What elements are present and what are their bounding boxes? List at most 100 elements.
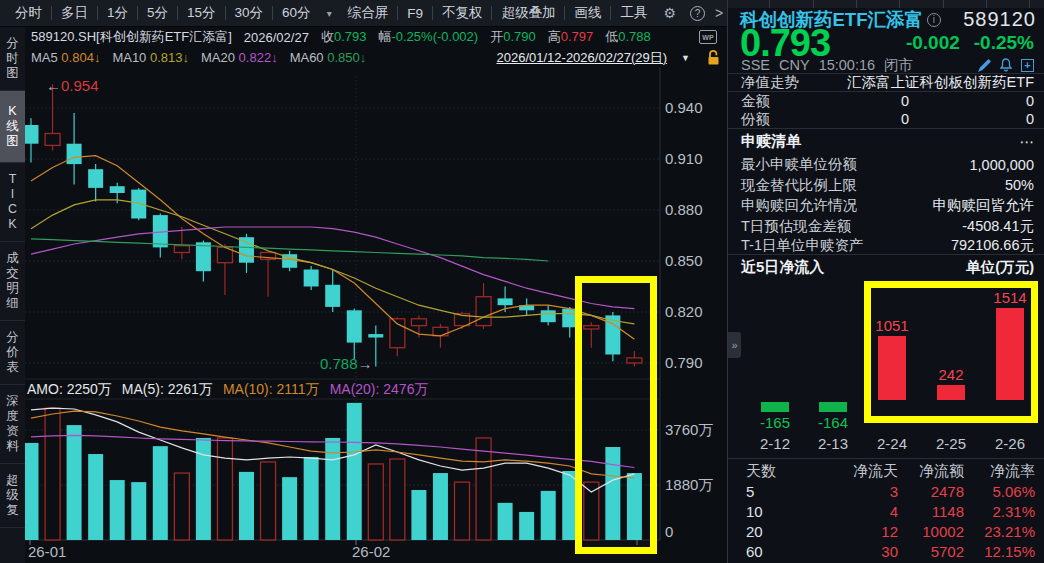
period-button[interactable]: 30分 [226,4,273,22]
period-button[interactable]: 15分 [178,4,225,22]
inflow-bar [761,402,789,412]
volume-bar [455,482,470,540]
volume-bar [347,403,362,540]
volume-bar [217,438,232,540]
volume-ma-label: MA(5): 2261万 [122,381,213,399]
tool-button[interactable]: F9 [398,6,432,21]
candle [347,310,362,342]
period-button[interactable]: 多日 [52,4,97,22]
svg-text:26-01: 26-01 [28,543,66,560]
quote-panel: 科创创新药ETF汇添富 i 589120 0.793 -0.002 -0.25%… [727,0,1044,563]
candle [541,310,556,322]
inflow-value-label: -164 [798,414,868,431]
volume-bar [239,472,254,540]
volume-bar [25,443,39,540]
highlight-box-chart [575,276,657,554]
ma-value: MA60 0.850↓ [290,50,367,65]
net-inflow-table: 天数净流天净流额净流率5324785.06%10411482.31%201210… [728,458,1044,561]
candle [433,327,448,336]
svg-text:26-02: 26-02 [352,543,390,560]
inflow-date-label: 2-26 [975,435,1044,452]
sidebar-item[interactable]: K线图 [0,91,25,163]
sidebar-item[interactable]: 分价表 [0,321,25,385]
table-row: 10411482.31% [746,501,1034,521]
svg-text:0.790: 0.790 [665,354,703,371]
tool-button[interactable]: 综合屏 [339,4,398,22]
field-row: 净值走势汇添富上证科创板创新药ETF [728,74,1044,92]
period-buttons: 分时多日1分5分15分30分60分 [6,4,320,22]
volume-bar [261,462,276,540]
volume-indicator-row: AMO: 2250万MA(5): 2261万MA(10): 2111万MA(20… [27,381,428,399]
period-button[interactable]: 60分 [273,4,320,22]
sidebar-item[interactable]: 超级复 [0,464,25,528]
volume-bar [411,490,426,540]
volume-bar [390,459,405,540]
edit-pencil-icon[interactable] [978,59,991,72]
date-range-selector[interactable]: 2026/01/12-2026/02/27(29日) [497,49,668,67]
price-change: -0.002 [906,32,960,54]
volume-bar [282,477,297,540]
candle [325,285,340,307]
field-row: T-1日单位申赎资产792106.66元 [728,236,1044,255]
quote-field: 幅-0.25%(-0.002) [378,28,478,46]
candle [239,237,254,263]
svg-text:0.880: 0.880 [665,201,703,218]
svg-text:1880万: 1880万 [665,476,713,493]
gear-icon[interactable]: ⚙ [656,5,683,21]
add-icon[interactable]: + [1021,59,1034,72]
period-button[interactable]: 5分 [138,4,177,22]
left-sidebar: 分时图K线图TICK成交明细分价表深度资料超级复 [0,27,25,563]
svg-text:0.940: 0.940 [665,99,703,116]
candle [304,270,319,287]
field-row: 申赎清单⋯ [728,129,1044,154]
last-price: 0.793 [740,30,830,56]
sidebar-item[interactable]: TICK [0,163,25,242]
highlight-box-inflow [864,281,1038,423]
quote-info-bar: 589120.SH[科创创新药ETF汇添富] 2026/02/27 收0.793… [25,27,727,47]
unlock-icon[interactable] [706,49,721,66]
tool-button[interactable]: 工具 [611,4,656,22]
candle [174,246,189,253]
field-row: 申购赎回允许情况申购赎回皆允许 [728,195,1044,216]
candle [368,334,383,337]
candle [131,190,146,219]
sidebar-item[interactable]: 深度资料 [0,385,25,464]
svg-text:0.910: 0.910 [665,150,703,167]
candle [25,125,39,144]
price-change-pct: -0.25% [974,32,1034,54]
field-row: 最小申赎单位份额1,000,000 [728,154,1044,175]
volume-bar [304,457,319,540]
panel-expander[interactable]: » [728,332,741,358]
svg-text:0.850: 0.850 [665,252,703,269]
volume-bar [519,512,534,540]
low-price-annotation: 0.788→ [320,355,373,372]
sidebar-item[interactable]: 分时图 [0,27,25,91]
alert-bell-icon[interactable] [999,58,1013,72]
volume-ma-label: MA(10): 2111万 [223,381,320,399]
toolbar: 分时多日1分5分15分30分60分 ▾ 综合屏F9不复权超级叠加画线工具 ⚙ ?… [0,0,727,27]
date-range-caret-icon[interactable]: ▼ [681,53,690,63]
market-status: 闭市 [884,56,913,75]
tool-button[interactable]: 画线 [565,4,610,22]
period-button[interactable]: 分时 [6,4,51,22]
fund-code: 589120 [963,8,1036,31]
volume-bar [131,482,146,540]
tool-button[interactable]: 不复权 [433,4,492,22]
wp-push-icon[interactable]: WP [699,30,717,44]
high-price-annotation: ←0.954 [46,77,99,94]
info-icon[interactable]: i [927,13,941,27]
quote-field: 开0.790 [490,28,536,46]
table-row: 6030570212.15% [746,541,1034,561]
volume-bar [110,480,125,540]
candle [110,186,125,193]
tool-buttons: 综合屏F9不复权超级叠加画线工具 [339,4,657,22]
symbol-label: 589120.SH[科创创新药ETF汇添富] [31,28,232,46]
field-row: T日预估现金差额-4508.41元 [728,216,1044,236]
sidebar-item[interactable]: 成交明细 [0,242,25,321]
help-icon[interactable]: ? [690,6,705,21]
period-dropdown-icon[interactable]: ▾ [320,8,339,19]
period-button[interactable]: 1分 [98,4,137,22]
ma-value: MA20 0.822↓ [201,50,278,65]
tool-button[interactable]: 超级叠加 [492,4,564,22]
volume-bar [368,464,383,540]
